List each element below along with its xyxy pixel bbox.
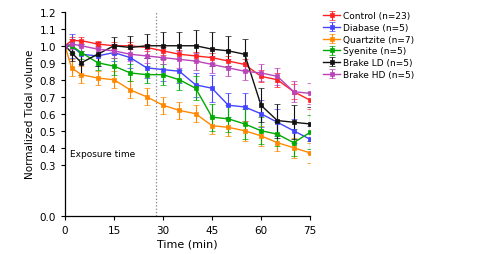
X-axis label: Time (min): Time (min): [157, 239, 218, 249]
Legend: Control (n=23), Diabase (n=5), Quartzite (n=7), Syenite (n=5), Brake LD (n=5), B: Control (n=23), Diabase (n=5), Quartzite…: [320, 9, 418, 83]
Y-axis label: Normalized Tidal volume: Normalized Tidal volume: [25, 50, 35, 179]
Text: Exposure time: Exposure time: [70, 150, 135, 159]
